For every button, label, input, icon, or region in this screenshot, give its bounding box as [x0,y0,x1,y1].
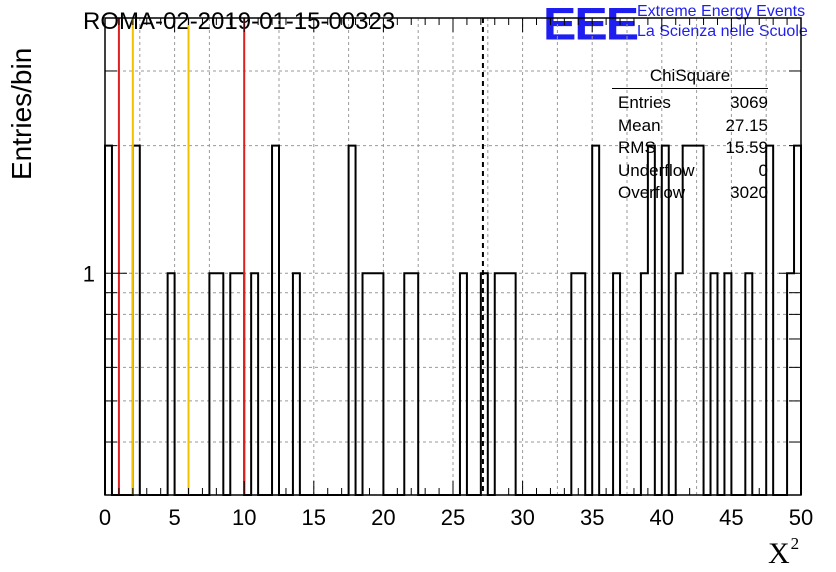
x-tick-label: 30 [510,505,534,530]
eee-logo: EEE [543,0,639,50]
histogram-bin [230,273,237,495]
y-tick-label: 1 [83,261,95,286]
histogram-bin [411,273,418,495]
stats-title: ChiSquare [612,66,768,89]
stat-value-rms: 15.59 [725,138,768,157]
x-axis-label-superscript: 2 [790,534,800,553]
histogram-bin [711,273,718,495]
histogram-bin [745,273,752,495]
histogram-bin [369,273,376,495]
histogram-bin [376,273,383,495]
x-axis-label-base: X [768,537,790,570]
histogram-bin [613,273,620,495]
histogram-bin [724,273,731,495]
logo-line-1: Extreme Energy Events [637,3,806,20]
x-tick-label: 25 [441,505,465,530]
stat-label-underflow: Underflow [618,160,695,180]
histogram-bin [251,273,258,495]
histogram-bin [794,146,801,495]
histogram-bin [209,273,216,495]
stat-label-rms: RMS [618,138,656,157]
x-tick-label: 40 [650,505,674,530]
x-tick-label: 5 [168,505,180,530]
stat-value-entries: 3069 [730,93,768,112]
histogram-bin [509,273,516,495]
histogram-bin [787,273,794,495]
histogram-bin [168,273,175,495]
histogram-bin [641,273,648,495]
stat-value-overflow: 3020 [730,183,768,202]
histogram-bin [349,146,356,495]
stat-label-mean: Mean [618,115,661,135]
x-tick-label: 35 [580,505,604,530]
histogram-bin [105,146,112,495]
stat-label-entries: Entries [618,93,671,112]
x-tick-label: 10 [232,505,256,530]
histogram-bin [697,146,704,495]
histogram-bin [237,273,244,495]
x-tick-label: 15 [302,505,326,530]
x-tick-label: 50 [789,505,813,530]
x-axis-label: X2 [768,534,799,571]
x-tick-label: 20 [371,505,395,530]
histogram-bin [592,146,599,495]
histogram-bin [460,273,467,495]
histogram-bin [676,273,683,495]
histogram-bin [363,273,370,495]
histogram-bin [216,273,223,495]
stats-box: ChiSquare Entries 3069 Mean 27.15 RMS 15.59 Un… [612,66,778,202]
chart-title: ROMA-02-2019-01-15-00323 [83,8,396,35]
stat-value-underflow: 0 [758,160,768,180]
histogram-bin [571,273,578,495]
logo-line-2: La Scienza nelle Scuole [637,23,808,40]
histogram-bin [502,273,509,495]
histogram-bin [272,146,279,495]
histogram-bin [495,273,502,495]
histogram-bin [690,146,697,495]
histogram-bin [133,146,140,495]
x-tick-label: 45 [719,505,743,530]
stat-value-mean: 27.15 [725,115,768,135]
histogram-bin [293,273,300,495]
histogram-bin [578,273,585,495]
x-tick-label: 0 [99,505,111,530]
histogram-bin [481,273,488,495]
histogram-bin [404,273,411,495]
stat-label-overflow: Overflow [618,183,686,202]
